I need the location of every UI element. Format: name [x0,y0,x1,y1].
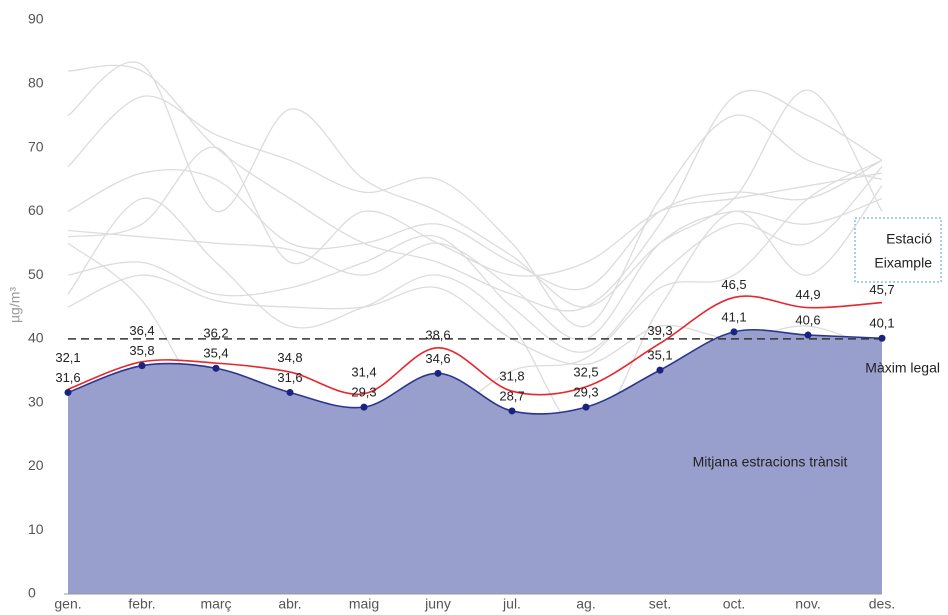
value-label: 31,6 [277,370,302,385]
station-line [67,159,883,291]
y-tick-label: 20 [28,457,44,473]
point [804,331,812,339]
x-tick-label: oct. [723,596,746,612]
value-label: 40,1 [869,316,894,331]
station-line [67,64,883,312]
point [434,369,442,377]
point [360,403,368,411]
x-tick-label: maig [349,596,379,612]
station-line [67,166,883,353]
value-label: 39,3 [647,323,672,338]
y-tick-label: 90 [28,11,44,27]
value-label: 29,3 [351,385,376,400]
y-tick-label: 30 [28,393,44,409]
x-tick-label: abr. [278,596,301,612]
y-tick-label: 70 [28,138,44,154]
value-label: 32,1 [55,350,80,365]
station-line [67,61,883,308]
annotation-box [854,217,942,283]
value-label: 31,4 [351,365,376,380]
point [656,366,664,374]
reference-label: Màxim legal [865,360,940,376]
x-tick-label: gen. [54,596,81,612]
x-tick-label: ag. [576,596,595,612]
series-annotation: Mitjana estracions trànsit [693,454,848,470]
value-label: 44,9 [795,287,820,302]
series-annotation: Estació [886,231,932,247]
point [582,403,590,411]
value-label: 41,1 [721,309,746,324]
point [138,362,146,370]
value-label: 36,4 [129,323,154,338]
x-tick-label: febr. [128,596,155,612]
value-label: 34,6 [425,351,450,366]
x-tick-label: juny [424,596,451,612]
value-label: 36,2 [203,326,228,341]
y-tick-label: 50 [28,266,44,282]
value-label: 34,8 [277,350,302,365]
y-tick-label: 80 [28,74,44,90]
series-annotation: Eixample [874,255,932,271]
series-line [67,295,883,396]
value-label: 35,4 [203,346,228,361]
x-tick-label: nov. [795,596,820,612]
point [64,388,72,396]
y-tick-label: 0 [28,585,36,601]
station-line [67,95,883,328]
point [730,328,738,336]
y-tick-label: 40 [28,330,44,346]
x-tick-label: jul. [502,596,521,612]
point [508,407,516,415]
point [286,388,294,396]
y-tick-label: 60 [28,202,44,218]
value-label: 28,7 [499,388,524,403]
value-label: 38,6 [425,327,450,342]
x-tick-label: març [200,596,231,612]
value-label: 46,5 [721,277,746,292]
x-tick-label: set. [649,596,672,612]
y-axis-label: µg/m³ [7,287,23,323]
value-label: 35,1 [647,348,672,363]
value-label: 32,5 [573,365,598,380]
station-line [67,197,883,341]
y-tick-label: 10 [28,521,44,537]
x-tick-label: des. [869,596,895,612]
value-label: 31,8 [499,368,524,383]
station-line [67,146,883,277]
value-label: 29,3 [573,385,598,400]
point [878,334,886,342]
station-line [67,185,883,436]
point [212,364,220,372]
area [68,329,882,594]
value-label: 31,6 [55,370,80,385]
value-label: 35,8 [129,343,154,358]
value-label: 40,6 [795,312,820,327]
value-label: 45,7 [869,282,894,297]
